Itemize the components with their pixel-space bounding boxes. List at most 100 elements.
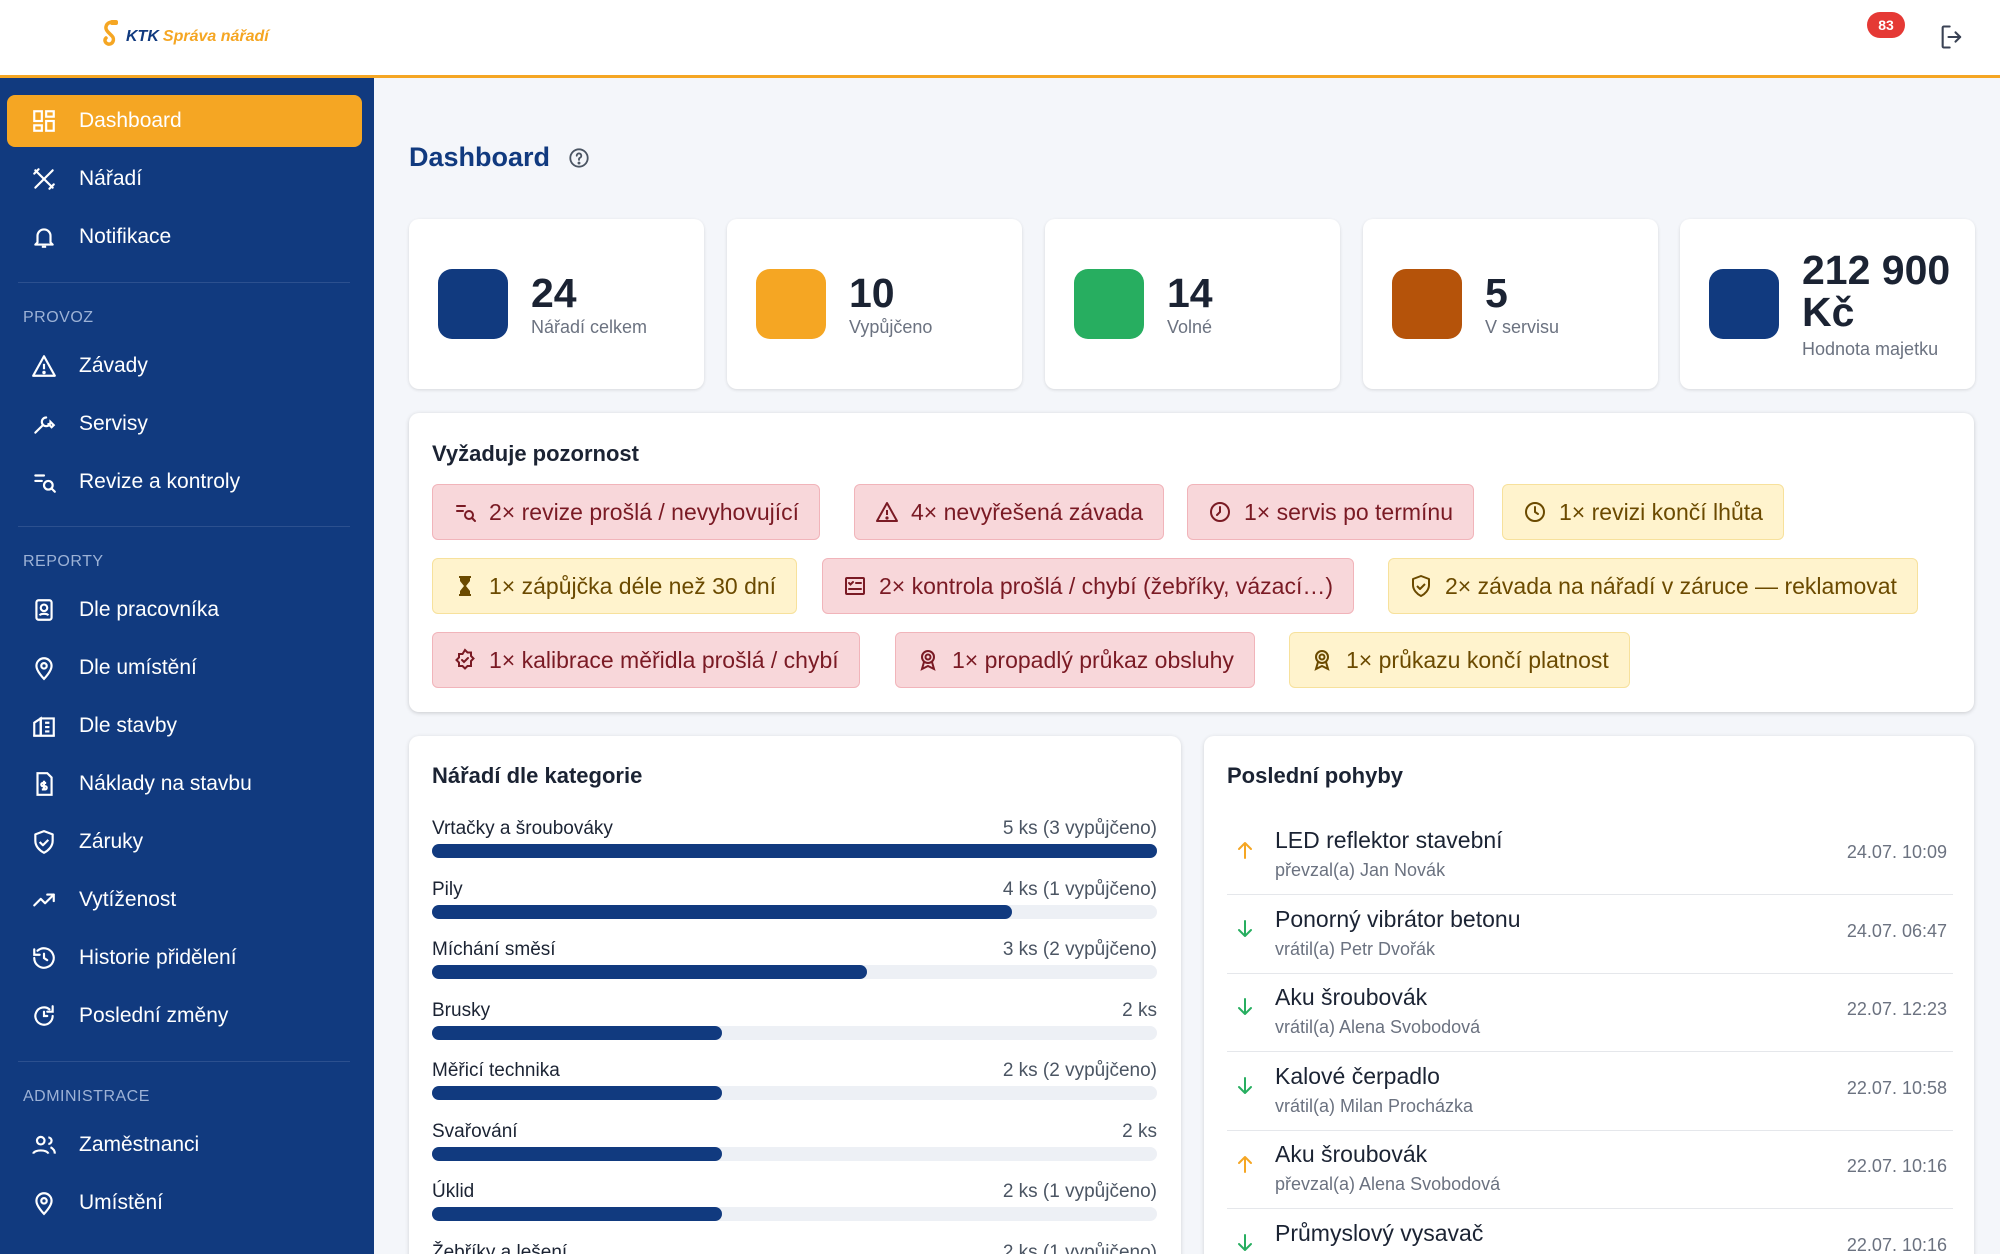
chip-label: 2× kontrola prošlá / chybí (žebříky, váz…: [879, 572, 1334, 599]
stat-card-total[interactable]: 24 Nářadí celkem: [409, 219, 704, 389]
stat-card-borrowed[interactable]: 10 Vypůjčeno: [727, 219, 1022, 389]
movement-row[interactable]: LED reflektor stavební převzal(a) Jan Nov…: [1227, 816, 1953, 895]
arrow-up-icon: [1238, 842, 1252, 859]
sidebar-item-label: Umístění: [79, 1191, 164, 1214]
category-count: 2 ks: [1122, 999, 1157, 1021]
category-name: Žebříky a lešení: [432, 1241, 568, 1254]
attention-chip[interactable]: 2× závada na nářadí v záruce — reklamova…: [1388, 558, 1918, 614]
movement-person: převzal(a) Jan Novák: [1275, 860, 1446, 880]
category-bar-fill: [432, 965, 867, 979]
stat-value: 10: [849, 270, 895, 316]
attention-chip[interactable]: 4× nevyřešená závada: [854, 484, 1165, 540]
location-pin-icon: [35, 657, 53, 681]
movement-tool-name: Kalové čerpadlo: [1275, 1062, 1440, 1089]
stat-color-swatch: [438, 269, 508, 339]
category-count: 4 ks (1 vypůjčeno): [1002, 878, 1157, 900]
category-row[interactable]: Svařování 2 ks: [432, 1121, 1157, 1177]
category-row[interactable]: Úklid 2 ks (1 vypůjčeno): [432, 1181, 1157, 1237]
sidebar-divider: [18, 282, 350, 283]
sidebar-item-label: Notifikace: [79, 225, 172, 248]
sidebar-item-site-costs[interactable]: Náklady na stavbu: [7, 758, 362, 810]
category-row[interactable]: Míchání směsí 3 ks (2 vypůjčeno): [432, 939, 1157, 995]
category-count: 2 ks (2 vypůjčeno): [1002, 1060, 1157, 1081]
movement-row[interactable]: Ponorný vibrátor betonu vrátil(a) Petr Dv…: [1227, 895, 1953, 974]
app-logo[interactable]: KTK Správa nářadí: [100, 20, 269, 54]
category-row[interactable]: Pily 4 ks (1 vypůjčeno): [432, 879, 1157, 935]
sidebar-item-defects[interactable]: Závady: [7, 340, 362, 392]
stat-label: Nářadí celkem: [531, 317, 648, 337]
sidebar-item-label: Nářadí: [79, 167, 143, 190]
sidebar-item-recent-changes[interactable]: Poslední změny: [7, 990, 362, 1042]
sidebar-item-by-worker[interactable]: Dle pracovníka: [7, 584, 362, 636]
sidebar-item-dashboard[interactable]: Dashboard: [7, 95, 362, 147]
warning-icon: [876, 502, 898, 522]
movement-tool-name: Aku šroubovák: [1275, 984, 1428, 1010]
chip-label: 1× revizi končí lhůta: [1559, 498, 1763, 525]
movement-timestamp: 22.07. 10:58: [1846, 1077, 1947, 1098]
sidebar-section-administrace: ADMINISTRACE: [23, 1088, 150, 1105]
category-row[interactable]: Vrtačky a šroubováky 5 ks (3 vypůjčeno): [432, 818, 1157, 874]
movement-tool-name: Aku šroubovák: [1275, 1141, 1428, 1167]
attention-chip[interactable]: 1× průkazu končí platnost: [1289, 632, 1630, 688]
stat-value-currency: Kč: [1802, 289, 1855, 335]
category-name: Vrtačky a šroubováky: [432, 818, 613, 839]
chip-label: 1× servis po termínu: [1244, 498, 1454, 525]
sidebar-item-employees[interactable]: Zaměstnanci: [7, 1119, 362, 1171]
logo-text: KTK: [126, 28, 159, 45]
attention-chip[interactable]: 2× revize prošlá / nevyhovující: [432, 484, 821, 540]
stat-card-in-service[interactable]: 5 V servisu: [1363, 219, 1658, 389]
sidebar-divider: [18, 1061, 350, 1062]
sidebar-item-warranties[interactable]: Záruky: [7, 816, 362, 868]
chip-label: 1× propadlý průkaz obsluhy: [952, 646, 1234, 673]
help-icon[interactable]: [568, 147, 590, 169]
movement-row[interactable]: Průmyslový vysavač 22.07. 10:16: [1227, 1209, 1953, 1254]
sidebar-item-utilization[interactable]: Vytíženost: [7, 874, 362, 926]
movement-row[interactable]: Kalové čerpadlo vrátil(a) Milan Procházka…: [1227, 1052, 1953, 1131]
sidebar-item-services[interactable]: Servisy: [7, 398, 362, 450]
category-bar-fill: [432, 1086, 722, 1100]
attention-chip[interactable]: 2× kontrola prošlá / chybí (žebříky, váz…: [822, 558, 1355, 614]
sidebar-item-by-location[interactable]: Dle umístění: [7, 642, 362, 694]
stat-label: Vypůjčeno: [849, 317, 933, 337]
attention-chip[interactable]: 1× kalibrace měřidla prošlá / chybí: [432, 632, 860, 688]
sidebar-item-locations[interactable]: Umístění: [7, 1177, 362, 1229]
category-bar-fill: [432, 1207, 722, 1221]
notification-count-badge[interactable]: 83: [1867, 12, 1905, 38]
movement-tool-name: Průmyslový vysavač: [1275, 1219, 1484, 1246]
warning-icon: [32, 355, 56, 377]
sidebar-item-inspections[interactable]: Revize a kontroly: [7, 456, 362, 508]
stat-card-available[interactable]: 14 Volné: [1045, 219, 1340, 389]
attention-chip[interactable]: 1× servis po termínu: [1187, 484, 1475, 540]
movement-row[interactable]: Aku šroubovák převzal(a) Alena Svobodová 2…: [1227, 1130, 1953, 1209]
logout-button[interactable]: [1935, 20, 1969, 54]
attention-chip[interactable]: 1× revizi končí lhůta: [1502, 484, 1784, 540]
categories-title: Nářadí dle kategorie: [432, 763, 643, 788]
movement-person: vrátil(a) Petr Dvořák: [1275, 938, 1436, 959]
tools-icon: [33, 168, 55, 190]
attention-chip[interactable]: 1× propadlý průkaz obsluhy: [895, 632, 1255, 688]
category-bar-track: [432, 1146, 1157, 1161]
attention-chip[interactable]: 1× zápůjčka déle než 30 dní: [432, 558, 798, 614]
category-count: 3 ks (2 vypůjčeno): [1002, 939, 1157, 960]
movement-timestamp: 22.07. 12:23: [1846, 999, 1947, 1019]
sidebar-item-by-site[interactable]: Dle stavby: [7, 700, 362, 752]
chip-label: 1× průkazu končí platnost: [1346, 646, 1609, 673]
shield-check-icon: [1412, 575, 1430, 597]
category-count: 2 ks: [1122, 1120, 1157, 1142]
sidebar-item-notifications[interactable]: Notifikace: [7, 211, 362, 263]
arrow-down-icon: [1238, 919, 1252, 937]
chip-label: 2× závada na nářadí v záruce — reklamova…: [1445, 572, 1897, 599]
sidebar-item-assignment-history[interactable]: Historie přidělení: [7, 932, 362, 984]
category-row[interactable]: Měřicí technika 2 ks (2 vypůjčeno): [432, 1060, 1157, 1116]
stat-card-asset-value[interactable]: 212 900 Kč Hodnota majetku: [1680, 219, 1975, 389]
category-row[interactable]: Brusky 2 ks: [432, 1000, 1157, 1056]
sidebar-item-tools[interactable]: Nářadí: [7, 153, 362, 205]
hourglass-icon: [459, 576, 471, 596]
movement-row[interactable]: Aku šroubovák vrátil(a) Alena Svobodová 22…: [1227, 973, 1953, 1052]
sidebar-section-provoz: PROVOZ: [23, 309, 94, 326]
category-row[interactable]: Žebříky a lešení 2 ks (1 vypůjčeno): [432, 1242, 1157, 1254]
award-icon: [920, 650, 936, 671]
chip-label: 2× revize prošlá / nevyhovující: [489, 498, 800, 525]
sidebar-item-label: Servisy: [79, 412, 148, 435]
category-bar-track: [432, 1025, 1157, 1040]
